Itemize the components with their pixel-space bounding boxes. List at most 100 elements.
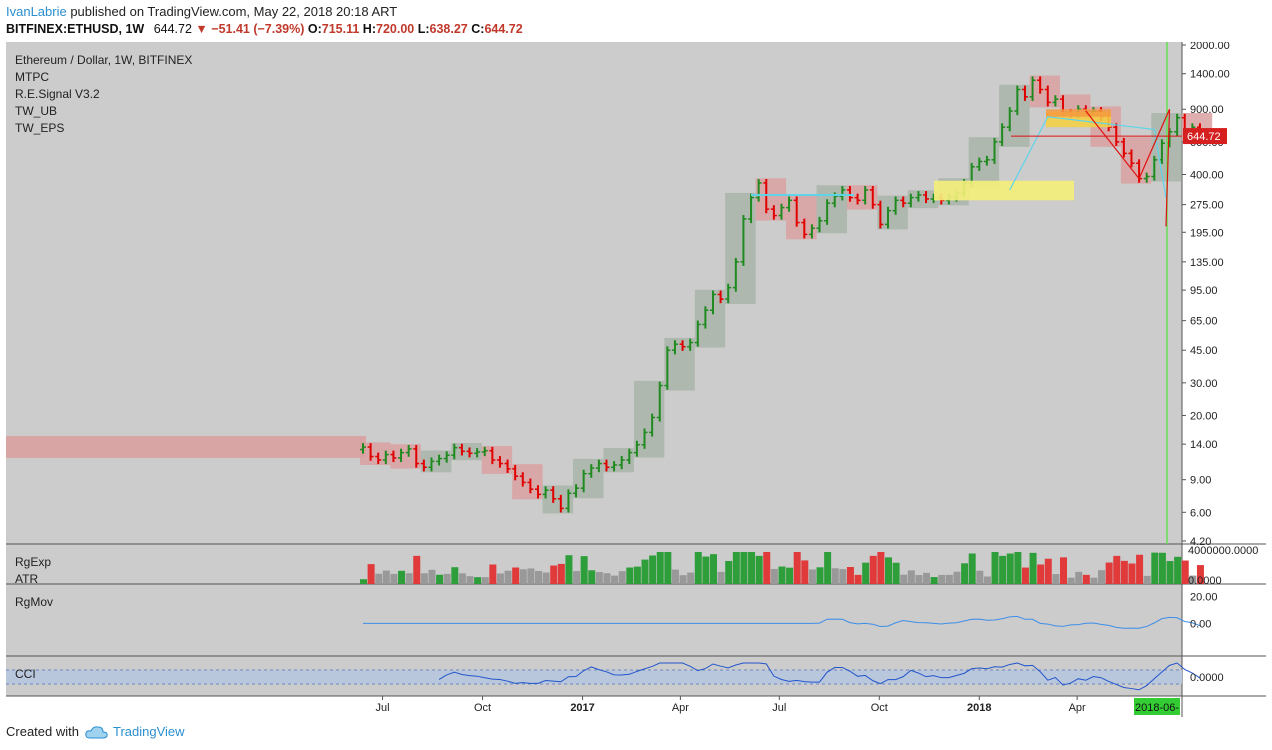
rgexp-bar bbox=[580, 556, 588, 584]
rgexp-bar bbox=[550, 565, 558, 584]
rgexp-bar bbox=[1105, 562, 1113, 584]
rgexp-bar bbox=[382, 570, 390, 584]
rgexp-bar bbox=[1174, 556, 1182, 584]
rgexp-bar bbox=[512, 567, 520, 584]
rgexp-bar bbox=[846, 567, 854, 584]
rgexp-bar bbox=[1158, 552, 1166, 584]
cloud-icon bbox=[85, 725, 108, 738]
last-price-tag-label: 644.72 bbox=[1187, 131, 1221, 143]
rgexp-bar bbox=[1044, 558, 1052, 584]
y-tick-label: 9.00 bbox=[1190, 475, 1211, 487]
rgexp-bar bbox=[466, 576, 474, 584]
rgexp-bar bbox=[1052, 574, 1060, 584]
rgexp-bar bbox=[649, 555, 657, 584]
y-tick-label: 275.00 bbox=[1190, 200, 1224, 212]
legend-indicator-3: TW_UB bbox=[15, 104, 57, 118]
rgexp-bar bbox=[375, 573, 383, 584]
price-change: −51.41 (−7.39%) bbox=[211, 22, 305, 36]
rgexp-bar bbox=[611, 575, 619, 584]
rgexp-bar bbox=[1136, 554, 1144, 584]
x-tick-label: 2017 bbox=[570, 702, 594, 714]
x-tick-label: 2018 bbox=[967, 702, 991, 714]
rgexp-bar bbox=[1181, 560, 1189, 584]
x-tick-label: Apr bbox=[672, 702, 689, 714]
low-value: 638.27 bbox=[429, 22, 468, 36]
rgexp-bar bbox=[481, 577, 489, 584]
rgexp-bar bbox=[755, 555, 763, 584]
rgexp-bar bbox=[710, 554, 717, 584]
rgexp-bar bbox=[504, 570, 512, 584]
tradingview-text: TradingView bbox=[112, 724, 185, 739]
rgexp-bar bbox=[1067, 577, 1075, 584]
pane-label-cci: CCI bbox=[15, 667, 36, 681]
cci-tick-label: 0.0000 bbox=[1190, 672, 1224, 684]
symbol-label: BITFINEX:ETHUSD, 1W bbox=[6, 22, 145, 36]
x-end-label: 2018-06- bbox=[1135, 702, 1179, 714]
rgexp-bar bbox=[740, 552, 748, 584]
y-tick-label: 2000.00 bbox=[1190, 42, 1230, 52]
rgexp-bar bbox=[968, 553, 976, 584]
x-tick-label: Apr bbox=[1069, 702, 1086, 714]
rgexp-bar bbox=[717, 571, 725, 584]
rgexp-bar bbox=[831, 568, 839, 584]
rgexp-bar bbox=[1021, 567, 1029, 584]
rgexp-bar bbox=[1098, 570, 1106, 584]
chart-area[interactable]: 2000.001400.00900.00600.00400.00275.0019… bbox=[6, 40, 1266, 717]
rgexp-bar bbox=[1196, 565, 1204, 584]
rgexp-bar bbox=[702, 556, 710, 584]
rgexp-bar bbox=[458, 573, 466, 584]
rgexp-bar bbox=[618, 571, 626, 584]
rgexp-bar bbox=[367, 564, 375, 584]
rgexp-bar bbox=[763, 552, 771, 584]
symbol-line: BITFINEX:ETHUSD, 1W 644.72 ▼ −51.41 (−7.… bbox=[6, 22, 523, 36]
history-zone bbox=[6, 435, 366, 458]
rgexp-bar bbox=[557, 563, 565, 584]
cci-band bbox=[6, 670, 1182, 684]
tradingview-logo[interactable]: TradingView bbox=[85, 724, 185, 739]
rgexp-bar bbox=[778, 566, 786, 584]
rgexp-bar bbox=[885, 557, 892, 584]
y-tick-label: 6.00 bbox=[1190, 507, 1211, 519]
rgexp-bar bbox=[1120, 560, 1128, 584]
rgexp-bar bbox=[420, 573, 428, 584]
rgexp-bar bbox=[398, 570, 406, 584]
rgexp-bar bbox=[588, 570, 596, 584]
rgexp-bar bbox=[1075, 571, 1083, 584]
legend-indicator-4: TW_EPS bbox=[15, 121, 64, 135]
rgexp-bar bbox=[360, 579, 367, 584]
rgexp-bar bbox=[679, 575, 687, 584]
close-label: C: bbox=[471, 22, 485, 36]
rgexp-bar bbox=[413, 555, 421, 584]
y-tick-label: 135.00 bbox=[1190, 257, 1224, 269]
rgexp-bar bbox=[732, 552, 740, 584]
x-tick-label: Jul bbox=[772, 702, 786, 714]
rgexp-bar bbox=[535, 570, 542, 584]
rgexp-bar bbox=[938, 574, 946, 584]
y-tick-label: 65.00 bbox=[1190, 316, 1218, 328]
rgexp-bar bbox=[565, 555, 573, 584]
rgexp-bar bbox=[1014, 552, 1022, 584]
pane-label-atr: ATR bbox=[15, 572, 38, 586]
rgexp-bar bbox=[808, 569, 816, 584]
legend-indicator-1: MTPC bbox=[15, 70, 49, 84]
rgexp-bar bbox=[907, 570, 915, 584]
y-tick-label: 4.20 bbox=[1190, 536, 1211, 548]
time-axis-background bbox=[6, 696, 1182, 717]
rgexp-bar bbox=[923, 572, 931, 584]
rgexp-bar bbox=[801, 560, 809, 584]
open-value: 715.11 bbox=[321, 22, 360, 36]
last-price-tag bbox=[1183, 128, 1227, 145]
last-price: 644.72 bbox=[153, 22, 192, 36]
supply-zone-top bbox=[1046, 109, 1111, 117]
rgexp-bar bbox=[694, 552, 702, 584]
rgexp-bar bbox=[725, 560, 733, 584]
rgexp-bar bbox=[641, 559, 649, 584]
author-link[interactable]: IvanLabrie bbox=[6, 4, 67, 19]
rgexp-bar bbox=[892, 562, 900, 584]
rgexp-bar bbox=[443, 573, 451, 584]
low-label: L: bbox=[417, 22, 430, 36]
projection-path-red bbox=[1085, 108, 1171, 227]
pane-label-rgexp: RgExp bbox=[15, 555, 51, 569]
demand-zone bbox=[934, 180, 1074, 201]
chart-svg[interactable]: 2000.001400.00900.00600.00400.00275.0019… bbox=[6, 40, 1266, 717]
